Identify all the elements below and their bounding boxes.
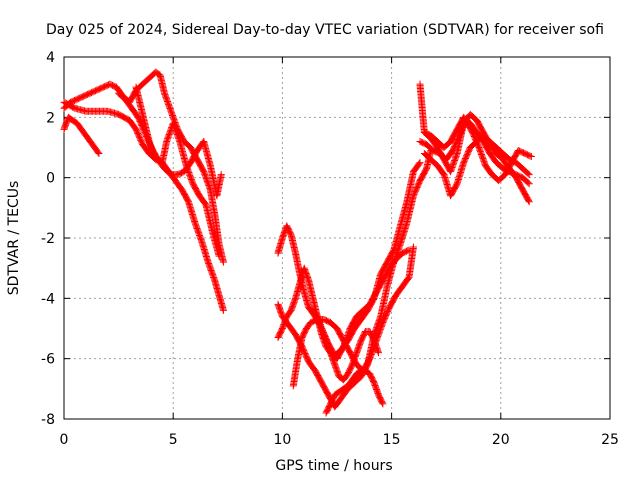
data-point bbox=[95, 150, 103, 158]
y-tick-label: 2 bbox=[46, 110, 55, 126]
series-track-11 bbox=[322, 367, 387, 417]
data-point bbox=[416, 159, 424, 167]
data-point bbox=[525, 180, 533, 188]
y-axis-label: SDTVAR / TECUs bbox=[6, 181, 22, 296]
data-point bbox=[215, 252, 223, 260]
y-tick-label: 4 bbox=[46, 50, 55, 66]
series-track-9 bbox=[289, 243, 417, 390]
x-tick-label: 10 bbox=[273, 432, 291, 448]
x-axis-label: GPS time / hours bbox=[275, 458, 392, 474]
data-point bbox=[524, 179, 532, 187]
series-track-3 bbox=[60, 98, 227, 314]
data-point bbox=[525, 171, 533, 179]
y-tick-label: -8 bbox=[41, 412, 55, 428]
x-tick-label: 5 bbox=[169, 432, 178, 448]
y-tick-label: -4 bbox=[41, 291, 55, 307]
chart-title: Day 025 of 2024, Sidereal Day-to-day VTE… bbox=[46, 22, 604, 38]
plot-frame bbox=[63, 56, 611, 420]
data-point bbox=[219, 258, 227, 266]
series-track-14 bbox=[420, 131, 533, 200]
y-tick-label: -6 bbox=[41, 352, 55, 368]
data-point bbox=[404, 247, 412, 255]
data-point bbox=[378, 399, 386, 407]
data-point bbox=[374, 349, 382, 357]
data-point bbox=[409, 243, 417, 251]
data-point bbox=[379, 400, 387, 408]
series-track-10 bbox=[309, 306, 382, 384]
data-point bbox=[527, 153, 535, 161]
y-tick-label: -2 bbox=[41, 231, 55, 247]
series-track-5 bbox=[132, 83, 223, 260]
series-track-15 bbox=[416, 116, 535, 185]
x-tick-label: 20 bbox=[492, 432, 510, 448]
data-point bbox=[526, 152, 534, 160]
data-point bbox=[415, 160, 423, 168]
data-point bbox=[94, 148, 102, 156]
data-point bbox=[525, 197, 533, 205]
data-point bbox=[524, 170, 532, 178]
data-points bbox=[60, 68, 535, 417]
x-tick-label: 15 bbox=[383, 432, 401, 448]
data-point bbox=[219, 306, 227, 314]
x-tick-label: 0 bbox=[60, 432, 69, 448]
data-point bbox=[217, 171, 225, 179]
series-track-2 bbox=[60, 113, 103, 158]
data-point bbox=[525, 198, 533, 206]
y-tick-label: 0 bbox=[46, 171, 55, 187]
x-tick-label: 25 bbox=[601, 432, 619, 448]
